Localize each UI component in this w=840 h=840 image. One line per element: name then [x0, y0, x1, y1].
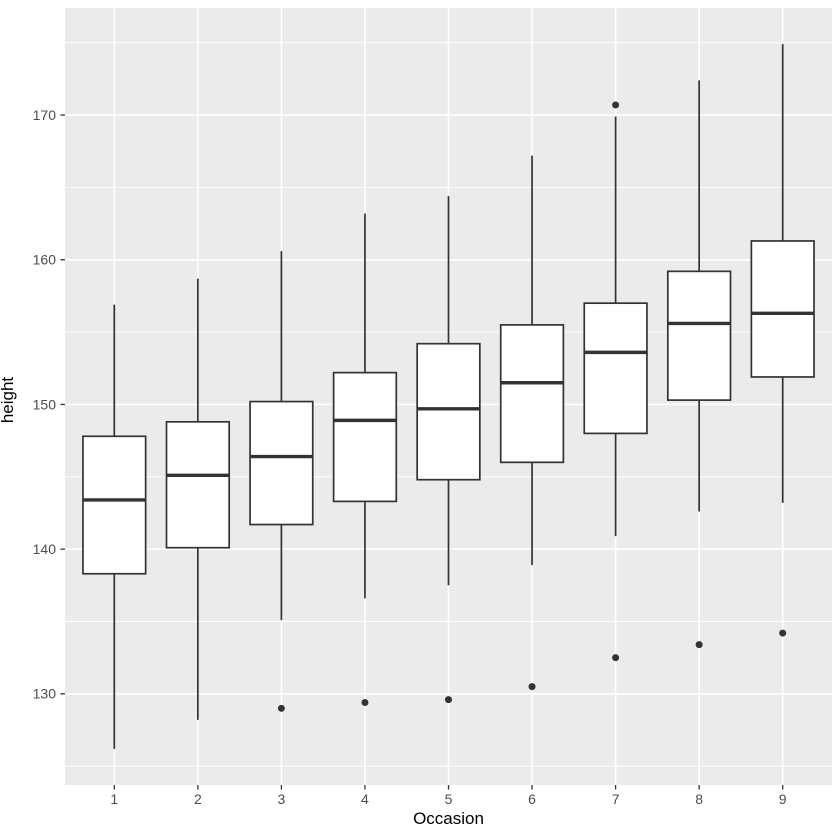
outlier-point: [612, 101, 620, 109]
x-axis-title: Occasion: [413, 809, 484, 828]
outlier-point: [779, 629, 787, 637]
x-tick-label: 4: [361, 791, 369, 807]
iqr-box: [750, 240, 815, 378]
y-tick-label: 160: [33, 252, 57, 268]
boxplot-occasion-4: [332, 213, 398, 707]
outlier-point: [277, 704, 285, 712]
boxplot-occasion-9: [750, 44, 815, 637]
y-tick-label: 170: [33, 107, 57, 123]
boxplot-occasion-2: [165, 278, 231, 720]
x-tick-label: 1: [110, 791, 118, 807]
y-tick-label: 150: [33, 396, 57, 412]
outlier-point: [612, 654, 620, 662]
boxplot-occasion-6: [499, 155, 565, 691]
iqr-box: [82, 435, 147, 575]
boxplot-occasion-5: [416, 196, 481, 704]
outlier-point: [528, 683, 536, 691]
y-tick-label: 130: [33, 686, 57, 702]
boxplot-occasion-1: [82, 304, 147, 749]
iqr-box: [249, 400, 314, 526]
iqr-box: [499, 324, 565, 464]
boxplot-occasion-7: [583, 101, 648, 662]
x-tick-label: 9: [779, 791, 787, 807]
iqr-box: [332, 371, 398, 503]
x-tick-label: 5: [445, 791, 453, 807]
y-axis-title: height: [0, 376, 17, 424]
iqr-box: [666, 270, 732, 401]
x-tick-label: 6: [528, 791, 536, 807]
iqr-box: [583, 302, 648, 435]
outlier-point: [445, 696, 452, 704]
x-tick-label: 3: [278, 791, 286, 807]
x-tick-label: 7: [612, 791, 620, 807]
boxplot-occasion-3: [249, 251, 314, 712]
x-tick-label: 2: [194, 791, 202, 807]
iqr-box: [416, 342, 481, 481]
outlier-point: [695, 641, 703, 649]
outlier-point: [361, 699, 369, 707]
y-tick-label: 140: [33, 541, 57, 557]
x-tick-label: 8: [695, 791, 703, 807]
iqr-box: [165, 420, 231, 549]
boxplot-occasion-8: [666, 80, 732, 649]
